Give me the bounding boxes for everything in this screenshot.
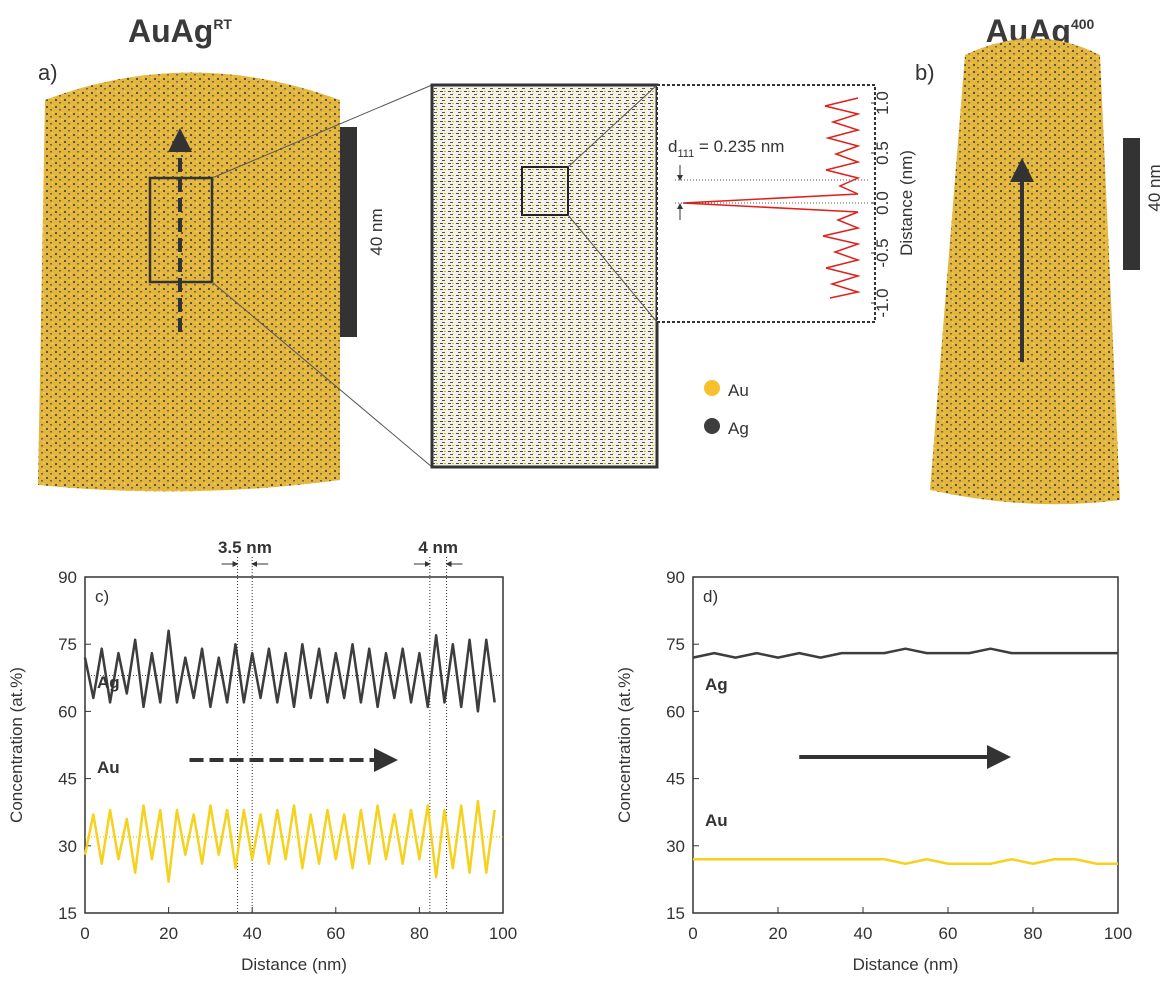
x-tick-label: 0	[80, 924, 89, 943]
d-spacing: d111 = 0.235 nm	[668, 137, 784, 160]
series-label: Au	[97, 758, 120, 777]
series-label: Ag	[705, 675, 728, 694]
legend-swatch	[704, 380, 720, 396]
y-tick-label: 60	[58, 702, 77, 721]
legend-label: Au	[728, 381, 749, 400]
x-tick-label: 80	[1024, 924, 1043, 943]
tick-label: 1.0	[873, 91, 892, 115]
y-tick-label: 45	[58, 770, 77, 789]
tick-label: 0.0	[873, 191, 892, 215]
zoom-line	[567, 214, 658, 323]
y-tick-label: 60	[666, 702, 685, 721]
series-line	[692, 647, 1118, 659]
annotation: 4 nm	[418, 538, 458, 557]
scale-bar	[340, 127, 357, 337]
text: = 0.235 nm	[694, 137, 784, 156]
text: 111	[677, 148, 694, 160]
panel-label: c)	[95, 587, 109, 606]
series-label: Ag	[97, 673, 120, 692]
title-sup: 400	[1071, 16, 1095, 32]
x-tick-label: 20	[769, 924, 788, 943]
profile-curve	[682, 97, 861, 299]
y-tick-label: 75	[58, 635, 77, 654]
slice	[430, 83, 659, 469]
annotation: 3.5 nm	[218, 538, 272, 557]
y-tick-label: 90	[58, 568, 77, 587]
y-tick-label: 30	[58, 837, 77, 856]
x-tick-label: 100	[489, 924, 517, 943]
zoom-line	[211, 84, 433, 179]
legend-swatch	[704, 418, 720, 434]
x-tick-label: 40	[854, 924, 873, 943]
y-axis-label: Concentration (at.%)	[615, 667, 634, 823]
series-line	[83, 629, 496, 713]
x-tick-label: 80	[410, 924, 429, 943]
y-tick-label: 75	[666, 635, 685, 654]
x-tick-label: 60	[326, 924, 345, 943]
tick-label: -1.0	[873, 288, 892, 317]
scale-label: 40 nm	[1145, 164, 1164, 211]
panel-label: d)	[703, 587, 718, 606]
title-sup: RT	[213, 16, 232, 32]
plot-frame	[692, 576, 1119, 914]
title: AuAg	[128, 13, 213, 49]
inset-axis-label: Distance (nm)	[897, 150, 916, 256]
tick-label: -0.5	[873, 238, 892, 267]
y-tick-label: 90	[666, 568, 685, 587]
panel-label: a)	[38, 60, 58, 85]
zoom-line	[211, 281, 433, 468]
y-axis-label: Concentration (at.%)	[7, 667, 26, 823]
plot-frame	[84, 576, 504, 914]
panel-label: b)	[915, 60, 935, 85]
roi-box	[521, 166, 569, 216]
text: d	[668, 137, 677, 156]
y-tick-label: 15	[666, 904, 685, 923]
scale-label: 40 nm	[367, 208, 386, 255]
panel-title: AuAgRT	[128, 13, 232, 49]
y-tick-label: 15	[58, 904, 77, 923]
series-line	[693, 857, 1118, 865]
y-tick-label: 30	[666, 837, 685, 856]
series-line	[83, 799, 496, 883]
x-axis-label: Distance (nm)	[853, 955, 959, 974]
legend-label: Ag	[728, 419, 749, 438]
x-axis-label: Distance (nm)	[241, 955, 347, 974]
x-tick-label: 60	[939, 924, 958, 943]
x-tick-label: 0	[688, 924, 697, 943]
tick-label: 0.5	[873, 141, 892, 165]
series-label: Au	[705, 811, 728, 830]
x-tick-label: 100	[1104, 924, 1132, 943]
x-tick-label: 20	[159, 924, 178, 943]
x-tick-label: 40	[243, 924, 262, 943]
zoom-line	[567, 84, 658, 168]
atom-map	[930, 38, 1120, 505]
y-tick-label: 45	[666, 770, 685, 789]
scale-bar	[1123, 138, 1140, 270]
